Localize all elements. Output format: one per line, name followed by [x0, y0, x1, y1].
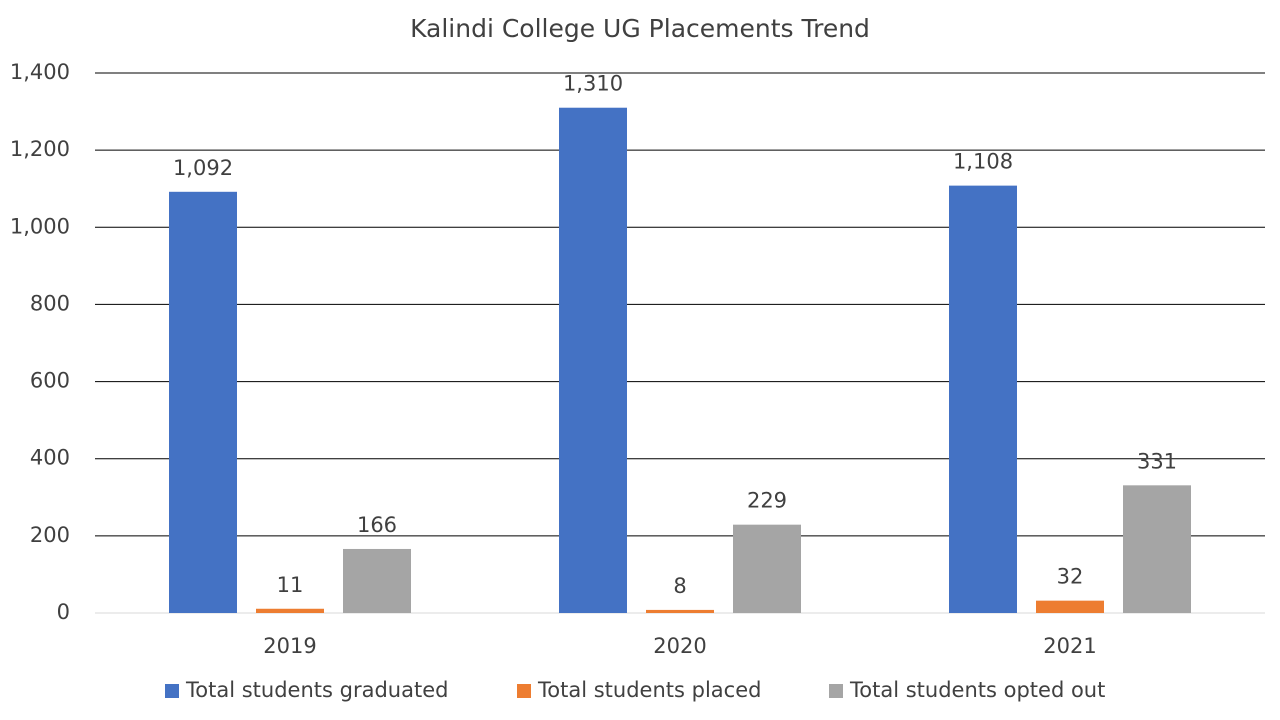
y-tick-label: 800: [30, 291, 70, 315]
bar: [1123, 485, 1191, 613]
data-label: 229: [747, 489, 787, 513]
data-label: 11: [277, 573, 304, 597]
bar: [646, 609, 714, 613]
legend-swatch: [517, 684, 531, 698]
y-tick-label: 600: [30, 369, 70, 393]
y-tick-label: 200: [30, 523, 70, 547]
bar: [256, 608, 324, 613]
data-label: 1,092: [173, 156, 233, 180]
legend-label: Total students graduated: [185, 678, 448, 702]
data-label: 331: [1137, 449, 1177, 473]
x-tick-label: 2019: [263, 634, 316, 658]
bar: [343, 548, 411, 613]
y-tick-label: 1,400: [10, 60, 70, 84]
legend-swatch: [165, 684, 179, 698]
data-label: 1,310: [563, 72, 623, 96]
data-label: 32: [1057, 565, 1084, 589]
bar: [559, 107, 627, 613]
y-tick-label: 0: [57, 600, 70, 624]
legend-label: Total students opted out: [849, 678, 1105, 702]
legend-swatch: [829, 684, 843, 698]
bar: [949, 185, 1017, 613]
x-tick-label: 2020: [653, 634, 706, 658]
bar: [733, 524, 801, 613]
y-tick-label: 1,000: [10, 214, 70, 238]
data-label: 166: [357, 513, 397, 537]
legend-label: Total students placed: [537, 678, 761, 702]
y-tick-label: 1,200: [10, 137, 70, 161]
data-label: 8: [673, 574, 686, 598]
data-label: 1,108: [953, 150, 1013, 174]
bar: [169, 191, 237, 614]
chart-title: Kalindi College UG Placements Trend: [410, 14, 870, 43]
x-tick-label: 2021: [1043, 634, 1096, 658]
y-tick-label: 400: [30, 446, 70, 470]
bar: [1036, 600, 1104, 613]
